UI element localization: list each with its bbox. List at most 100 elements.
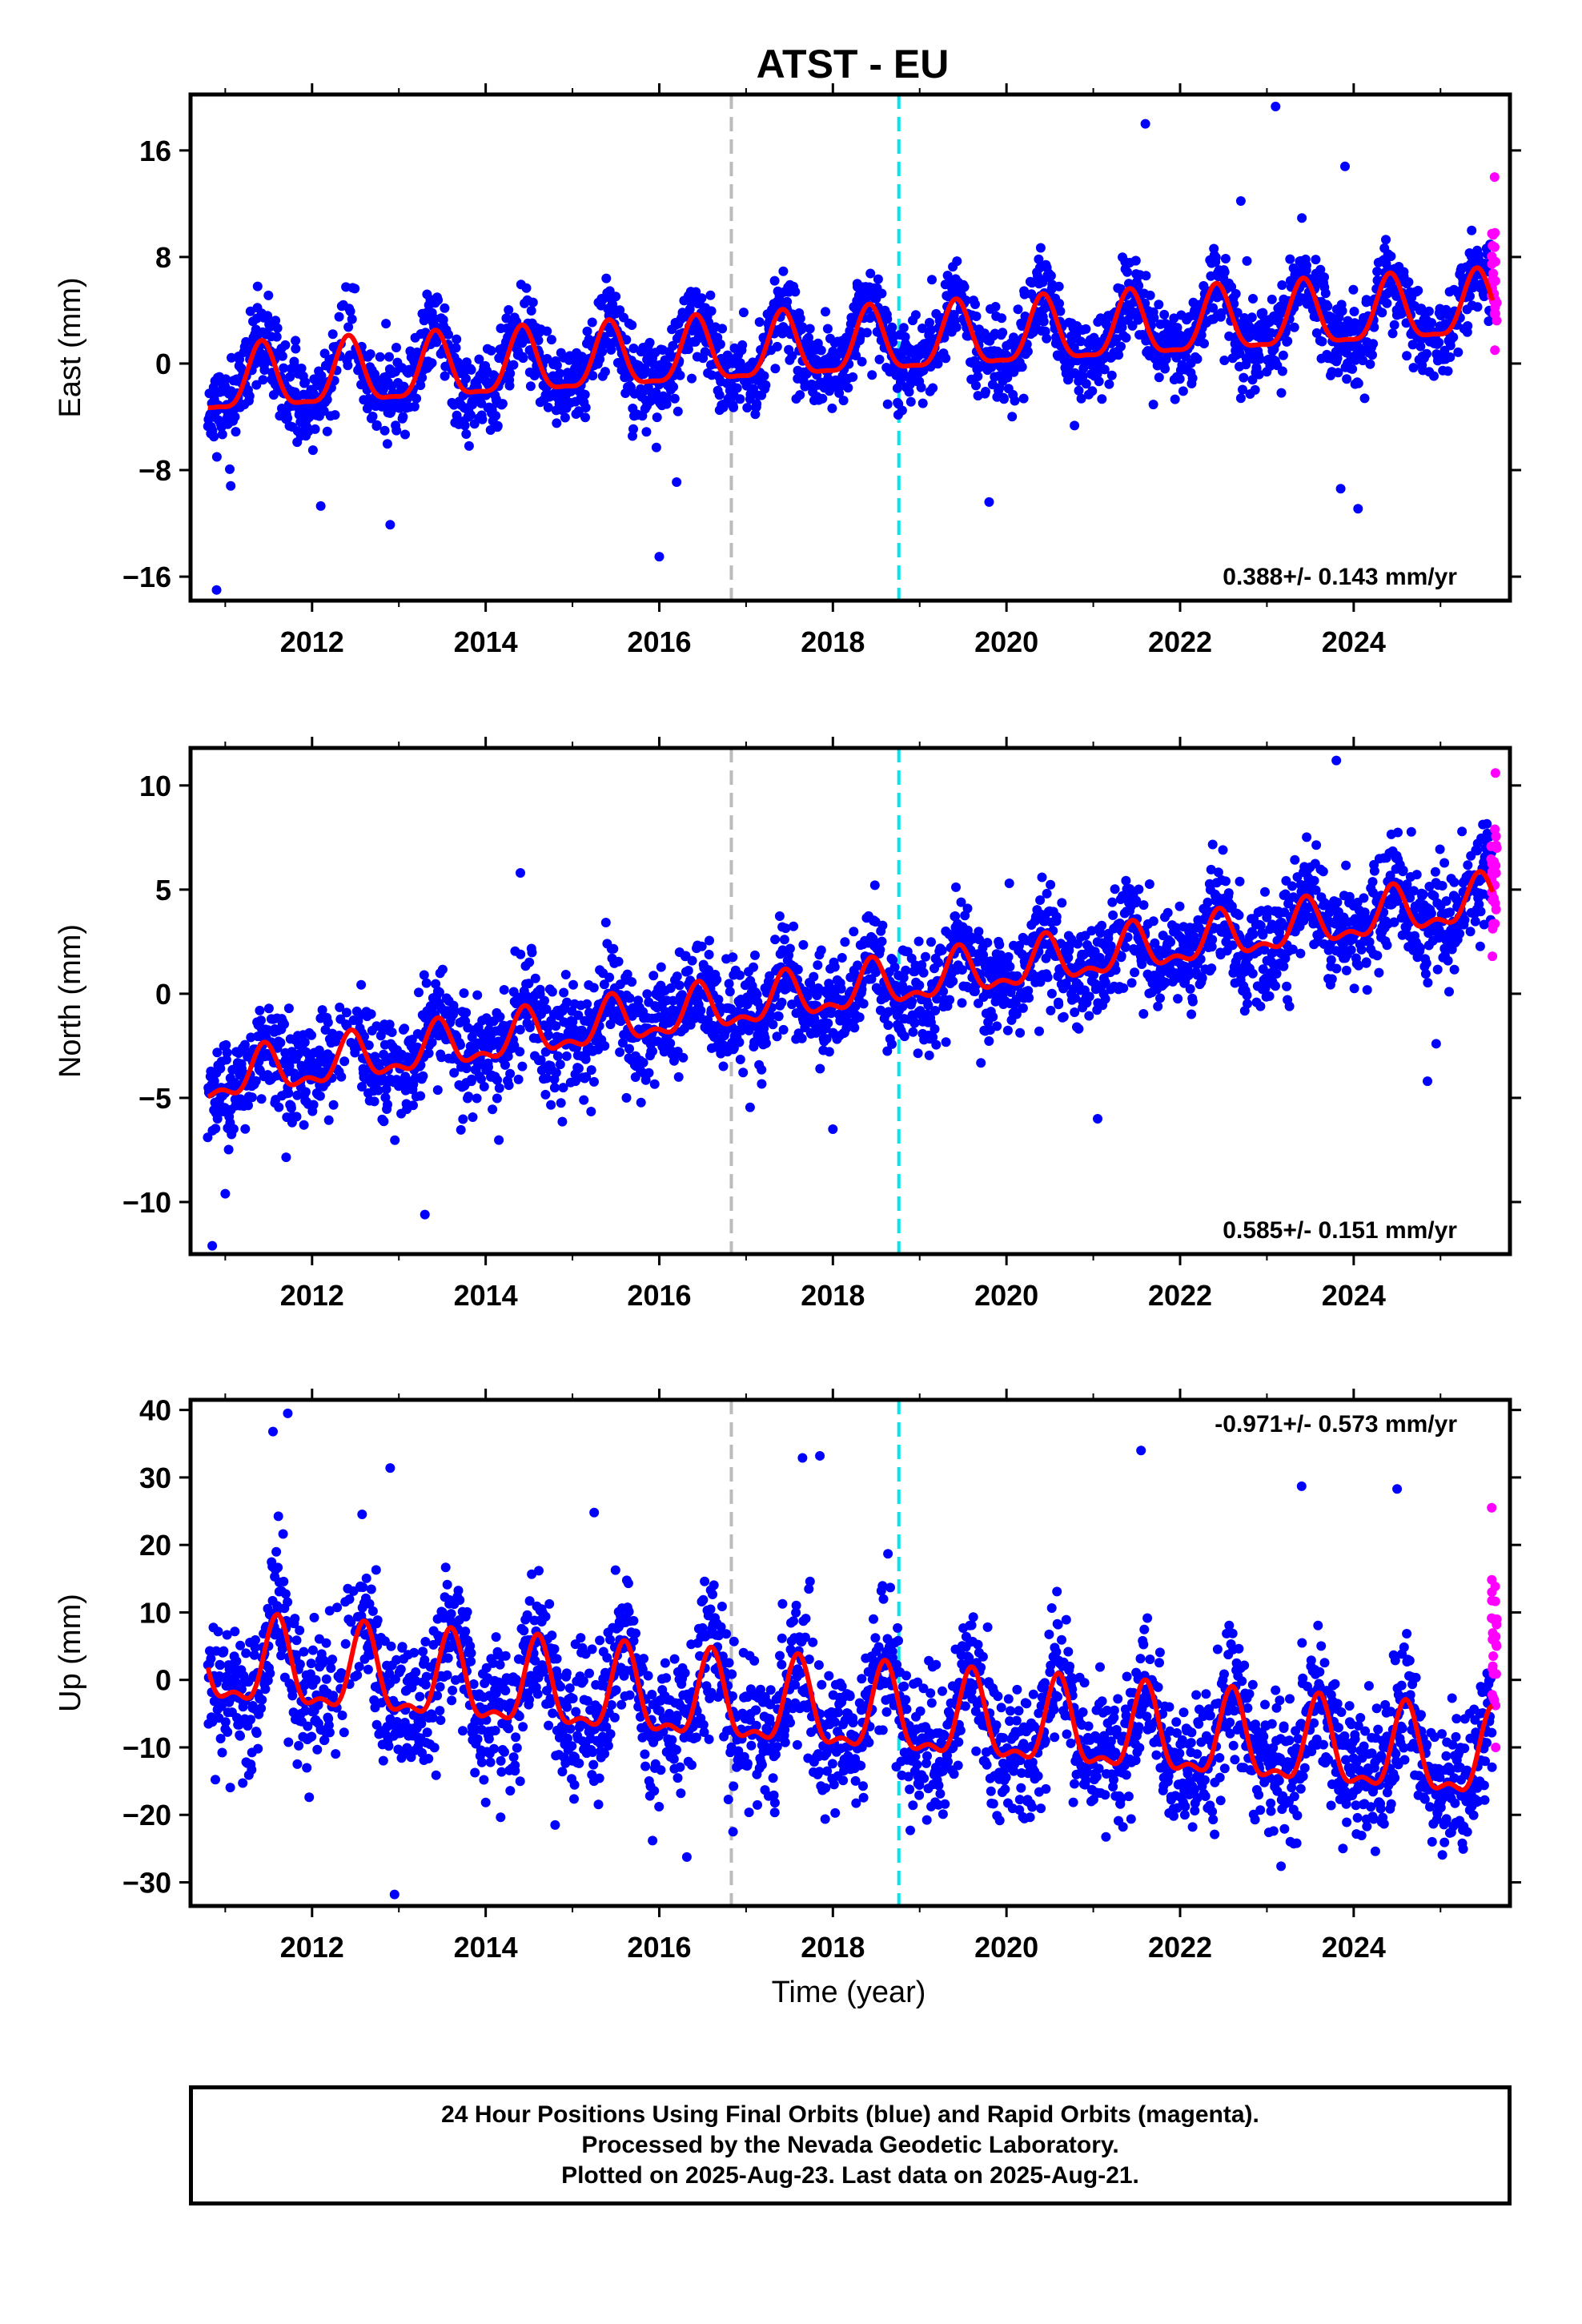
final-orbit-point [391,343,401,352]
plot-area [203,748,1502,1254]
final-orbit-point [586,1065,596,1076]
final-orbit-point [809,971,819,982]
final-orbit-point [486,345,496,356]
final-orbit-point [291,336,301,346]
final-orbit-point [586,1107,596,1116]
final-orbit-point [579,1095,589,1105]
final-orbit-point [1235,196,1246,207]
final-orbit-point [1004,879,1014,888]
final-orbit-point [1271,981,1280,991]
final-orbit-point [255,1005,265,1015]
final-orbit-point [861,328,872,338]
final-orbit-point [251,1076,261,1086]
final-orbit-point [798,939,809,950]
final-orbit-point [1042,888,1052,899]
final-orbit-point [627,977,637,987]
final-orbit-point [1434,337,1444,348]
final-orbit-point [1094,376,1104,387]
final-orbit-point [419,316,429,326]
final-orbit-point [926,937,936,947]
final-orbit-point [889,962,900,972]
final-orbit-point [795,390,805,400]
final-orbit-point [314,1045,324,1055]
final-orbit-point [456,1124,466,1135]
final-orbit-point [460,420,470,431]
final-orbit-point [283,1003,294,1014]
final-orbit-point [1027,278,1037,288]
final-orbit-point [343,322,354,332]
final-orbit-point [768,1019,778,1030]
final-orbit-point [436,1052,447,1063]
final-orbit-point [937,945,947,955]
final-orbit-point [458,1114,468,1124]
velocity-label: 0.388+/- 0.143 mm/yr [1223,564,1457,590]
final-orbit-point [621,1092,632,1103]
final-orbit-point [821,307,830,317]
final-orbit-point [1178,386,1188,396]
final-orbit-point [440,303,450,313]
final-orbit-point [982,938,993,948]
final-orbit-point [530,973,540,983]
final-orbit-point [347,314,357,324]
final-orbit-point [343,360,353,371]
final-orbit-point [281,1152,291,1163]
final-orbit-point [310,424,320,434]
final-orbit-point [580,1054,591,1064]
final-orbit-point [504,305,514,315]
final-orbit-point [998,328,1008,338]
final-orbit-point [974,935,985,945]
final-orbit-point [1208,303,1219,313]
final-orbit-point [1386,251,1396,261]
final-orbit-point [1153,1001,1163,1011]
final-orbit-point [521,283,532,293]
final-orbit-point [551,1068,561,1078]
final-orbit-point [1347,341,1357,352]
final-orbit-point [1367,350,1377,360]
final-orbit-point [700,347,710,357]
final-orbit-point [1238,384,1247,395]
final-orbit-point [909,1018,920,1028]
final-orbit-point [1107,897,1118,907]
final-orbit-point [962,903,973,914]
final-orbit-point [925,317,934,328]
final-orbit-point [432,337,442,348]
final-orbit-point [1331,963,1342,974]
final-orbit-point [1264,991,1275,1001]
final-orbit-point [258,375,268,385]
final-orbit-point [673,406,683,416]
final-orbit-point [745,1102,755,1112]
final-orbit-point [566,386,576,396]
y-axis-label: East (mm) [54,277,87,417]
final-orbit-point [718,1061,729,1072]
final-orbit-point [1002,1025,1013,1035]
final-orbit-point [323,1115,334,1125]
final-orbit-point [615,1047,625,1057]
final-orbit-point [778,266,789,276]
final-orbit-point [687,955,697,966]
rapid-orbit-point [1492,298,1502,308]
final-orbit-point [1018,1003,1028,1013]
final-orbit-point [369,1096,379,1107]
final-orbit-point [251,380,262,390]
x-tick-label: 2018 [801,625,865,658]
final-orbit-point [371,420,382,430]
final-orbit-point [1097,394,1107,404]
final-orbit-point [275,1038,286,1047]
final-orbit-point [508,360,519,370]
final-orbit-point [334,312,344,322]
final-orbit-point [1311,255,1321,265]
final-orbit-point [209,432,219,442]
final-orbit-point [732,383,742,393]
final-orbit-point [1277,280,1287,290]
final-orbit-point [1381,235,1391,245]
final-orbit-point [221,1055,231,1065]
final-orbit-point [391,425,402,436]
final-orbit-point [817,393,828,404]
final-orbit-point [1192,354,1203,364]
final-orbit-point [416,1091,426,1101]
final-orbit-point [363,1040,374,1051]
final-orbit-point [528,297,538,308]
final-orbit-point [984,1036,994,1046]
final-orbit-point [334,1031,344,1040]
final-orbit-point [1121,875,1131,886]
